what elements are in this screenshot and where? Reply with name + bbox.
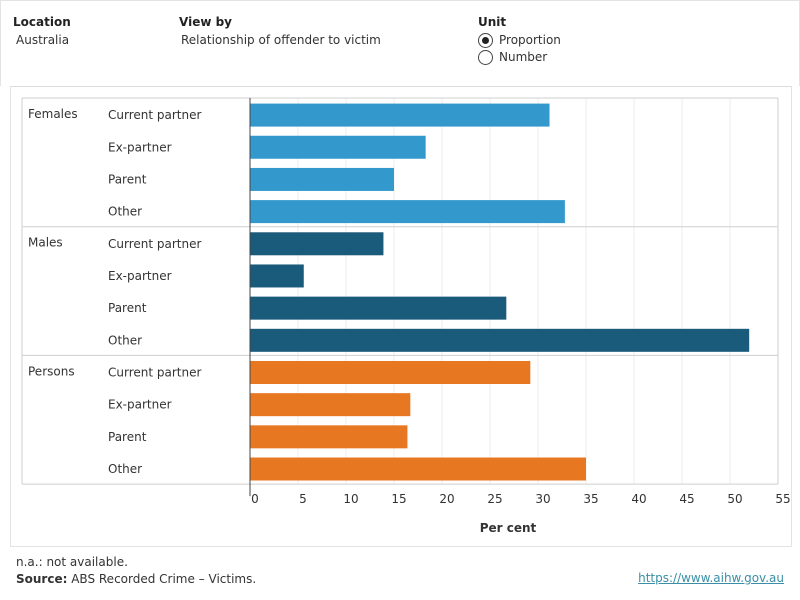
radio-unselected-icon[interactable] [478, 49, 493, 65]
unit-option-label: Number [499, 50, 548, 64]
x-tick-label: 30 [535, 492, 550, 506]
unit-label: Unit [478, 15, 507, 29]
viewby-value[interactable]: Relationship of offender to victim [181, 33, 381, 47]
category-label: Ex-partner [108, 269, 172, 283]
footnote: n.a.: not available. [16, 555, 128, 569]
group-label: Females [28, 107, 78, 121]
x-tick-label: 15 [391, 492, 406, 506]
category-label: Ex-partner [108, 398, 172, 412]
radio-selected-icon[interactable] [478, 32, 493, 48]
x-tick-label: 35 [583, 492, 598, 506]
source-text: ABS Recorded Crime – Victims. [67, 572, 257, 586]
bar [250, 296, 507, 320]
source-line: Source: ABS Recorded Crime – Victims. [16, 572, 256, 586]
x-tick-label: 55 [775, 492, 790, 506]
bar [250, 232, 384, 256]
x-tick-label: 40 [631, 492, 646, 506]
category-label: Current partner [108, 365, 201, 379]
bar [250, 167, 394, 191]
chart-container [10, 86, 792, 547]
unit-option-number[interactable]: Number [478, 49, 547, 65]
category-label: Other [108, 462, 142, 476]
x-tick-label: 0 [251, 492, 259, 506]
bar [250, 200, 565, 224]
x-tick-label: 45 [679, 492, 694, 506]
x-tick-label: 10 [343, 492, 358, 506]
location-value[interactable]: Australia [16, 33, 70, 47]
bar [250, 328, 750, 352]
category-label: Parent [108, 301, 147, 315]
group-label: Persons [28, 364, 75, 378]
bar [250, 425, 408, 449]
source-label: Source: [16, 572, 68, 586]
aihw-link[interactable]: https://www.aihw.gov.au [638, 571, 784, 585]
x-tick-label: 5 [299, 492, 307, 506]
category-label: Other [108, 205, 142, 219]
x-axis-label: Per cent [480, 521, 537, 535]
bar [250, 135, 426, 159]
category-label: Current partner [108, 108, 201, 122]
x-tick-label: 50 [727, 492, 742, 506]
category-label: Other [108, 333, 142, 347]
category-label: Parent [108, 172, 147, 186]
bar [250, 457, 586, 481]
bar [250, 393, 411, 417]
x-tick-label: 20 [439, 492, 454, 506]
bar [250, 103, 550, 127]
category-label: Current partner [108, 237, 201, 251]
category-label: Parent [108, 430, 147, 444]
unit-option-proportion[interactable]: Proportion [478, 32, 561, 48]
viewby-label: View by [179, 15, 233, 29]
bar [250, 264, 304, 288]
bar [250, 360, 531, 384]
location-label: Location [13, 15, 71, 29]
unit-option-label: Proportion [499, 33, 561, 47]
category-label: Ex-partner [108, 140, 172, 154]
group-label: Males [28, 236, 63, 250]
x-tick-label: 25 [487, 492, 502, 506]
